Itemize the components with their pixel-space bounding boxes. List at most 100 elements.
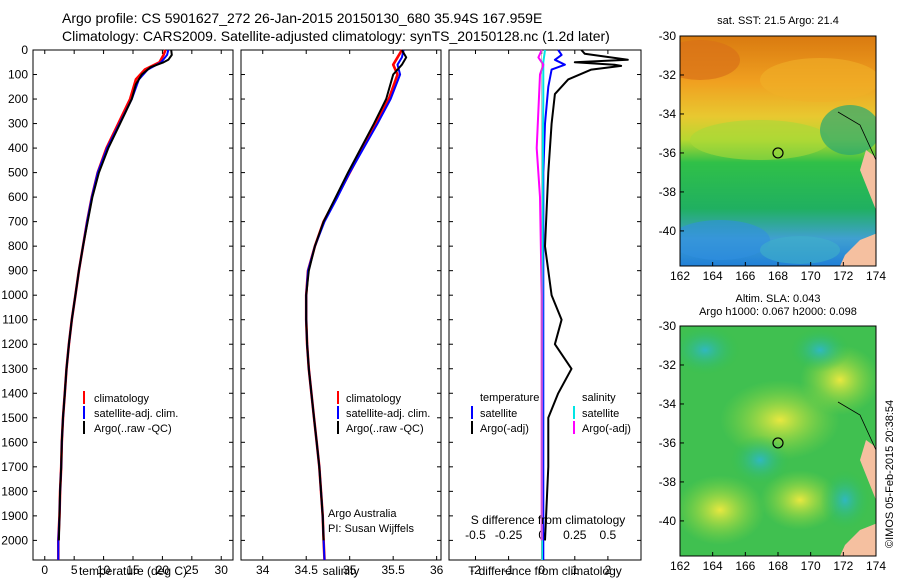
sst-argo-location-marker xyxy=(772,147,784,159)
x-tick-label: 25 xyxy=(185,563,199,577)
legend-t-argo-label: Argo(-adj) xyxy=(480,423,529,435)
map-x-tick-label: 164 xyxy=(703,269,723,283)
sla-map-title-2: Argo h1000: 0.067 h2000: 0.098 xyxy=(699,306,857,318)
salinity-x-axis: 34 34.5 35 35.5 36 xyxy=(256,50,444,577)
x-tick-label: 0 xyxy=(41,563,48,577)
map-x-tick-label: 164 xyxy=(703,559,723,573)
sst-land-nz-south xyxy=(840,233,876,266)
depth-tick-label: 700 xyxy=(8,215,28,229)
depth-axis: 0 100 200 300 400 500 600 700 800 900 1000 1100 1200… xyxy=(1,43,641,547)
sla-map-title-1: Altim. SLA: 0.043 xyxy=(736,293,821,305)
x-tick-label: 1 xyxy=(571,563,578,577)
sla-map-image xyxy=(680,326,876,556)
temperature-x-axis: 0 5 10 15 20 25 30 xyxy=(41,50,228,577)
depth-tick-label: 900 xyxy=(8,264,28,278)
depth-tick-label: 400 xyxy=(8,141,28,155)
legend-t-satellite-label: satellite xyxy=(480,408,517,420)
map-y-tick-label: -30 xyxy=(659,319,677,333)
depth-tick-label: 2000 xyxy=(1,533,28,547)
legend-s-argo-label: Argo(-adj) xyxy=(582,423,631,435)
legend-argo-label: Argo(..raw -QC) xyxy=(94,423,172,435)
depth-tick-label: 1800 xyxy=(1,484,28,498)
depth-tick-label: 600 xyxy=(8,190,28,204)
legend-climatology-label: climatology xyxy=(346,393,402,405)
x-tick-label: -2 xyxy=(470,563,481,577)
map-x-tick-label: 168 xyxy=(768,559,788,573)
depth-tick-label: 300 xyxy=(8,117,28,131)
title-line-2: Climatology: CARS2009. Satellite-adjuste… xyxy=(62,28,610,44)
depth-tick-label: 1500 xyxy=(1,411,28,425)
map-x-tick-label: 170 xyxy=(801,269,821,283)
s-tick-label: 0.5 xyxy=(600,528,617,542)
x-tick-label: -1 xyxy=(503,563,514,577)
depth-tick-label: 1700 xyxy=(1,460,28,474)
map-y-tick-label: -32 xyxy=(659,358,677,372)
map-y-tick-label: -34 xyxy=(659,397,677,411)
map-x-tick-label: 162 xyxy=(670,269,690,283)
map-x-tick-label: 162 xyxy=(670,559,690,573)
t-difference-xlabel: T difference from climatology xyxy=(468,564,622,578)
x-tick-label: 35 xyxy=(343,563,357,577)
x-tick-label: 34 xyxy=(256,563,270,577)
map-y-tick-label: -38 xyxy=(659,475,677,489)
x-tick-label: 15 xyxy=(126,563,140,577)
x-tick-label: 36 xyxy=(430,563,444,577)
sst-map-image xyxy=(680,36,876,266)
sst-land-nz-north xyxy=(860,150,876,210)
s-difference-xlabel: S difference from climatology xyxy=(471,513,626,527)
map-x-tick-label: 168 xyxy=(768,269,788,283)
depth-tick-label: 800 xyxy=(8,239,28,253)
sla-land-nz-south xyxy=(840,523,876,556)
legend-temperature-title: temperature xyxy=(480,392,539,404)
legend-s-satellite-label: satellite xyxy=(582,408,619,420)
x-tick-label: 0 xyxy=(538,563,545,577)
map-y-tick-label: -36 xyxy=(659,146,677,160)
temperature-panel-frame xyxy=(32,49,234,561)
salinity-legend: climatology satellite-adj. clim. Argo(..… xyxy=(337,391,430,435)
depth-tick-label: 1000 xyxy=(1,288,28,302)
map-y-tick-label: -34 xyxy=(659,107,677,121)
legend-climatology-label: climatology xyxy=(94,393,150,405)
sla-argo-location-marker xyxy=(772,437,784,449)
series-line-argo-raw-qc- xyxy=(57,49,173,541)
map-y-tick-label: -32 xyxy=(659,68,677,82)
depth-tick-label: 100 xyxy=(8,68,28,82)
sla-map-axes: 162 164 166 168 170 172 174 -30 -32 -34 -36 -38 -40 xyxy=(659,319,887,573)
salinity-panel-frame xyxy=(240,49,442,561)
legend-satellite-label: satellite-adj. clim. xyxy=(346,408,430,420)
map-x-tick-label: 174 xyxy=(866,559,886,573)
map-y-tick-label: -36 xyxy=(659,436,677,450)
x-tick-label: 34.5 xyxy=(295,563,319,577)
x-tick-label: 2 xyxy=(605,563,612,577)
x-tick-label: 35.5 xyxy=(381,563,405,577)
s-tick-label: -0.25 xyxy=(495,528,523,542)
temperature-series-lines xyxy=(56,49,173,560)
map-x-tick-label: 174 xyxy=(866,269,886,283)
depth-tick-label: 1400 xyxy=(1,386,28,400)
map-y-tick-label: -30 xyxy=(659,29,677,43)
depth-tick-label: 1900 xyxy=(1,509,28,523)
map-y-tick-label: -40 xyxy=(659,514,677,528)
depth-tick-label: 1100 xyxy=(2,313,28,327)
temperature-legend: climatology satellite-adj. clim. Argo(..… xyxy=(83,391,178,435)
sst-map-title: sat. SST: 21.5 Argo: 21.4 xyxy=(717,15,839,27)
map-x-tick-label: 166 xyxy=(735,269,755,283)
legend-satellite-label: satellite-adj. clim. xyxy=(94,408,178,420)
series-line-t-argo-adj- xyxy=(544,49,629,541)
map-x-tick-label: 170 xyxy=(801,559,821,573)
depth-tick-label: 1200 xyxy=(1,337,28,351)
depth-tick-label: 0 xyxy=(21,43,28,57)
title-line-1: Argo profile: CS 5901627_272 26-Jan-2015… xyxy=(62,10,542,26)
difference-legend: temperature satellite Argo(-adj) salinit… xyxy=(471,392,631,435)
depth-tick-label: 500 xyxy=(8,166,28,180)
annotation-pi: PI: Susan Wijffels xyxy=(328,523,414,535)
s-tick-label: -0.5 xyxy=(465,528,486,542)
depth-tick-label: 1300 xyxy=(1,362,28,376)
sla-land-nz-north xyxy=(860,440,876,500)
x-tick-label: 10 xyxy=(97,563,111,577)
temperature-xlabel: temperature (deg C) xyxy=(79,564,187,578)
salinity-xlabel: salinity xyxy=(323,564,360,578)
map-y-tick-label: -40 xyxy=(659,224,677,238)
annotation-argo-australia: Argo Australia xyxy=(328,508,397,520)
